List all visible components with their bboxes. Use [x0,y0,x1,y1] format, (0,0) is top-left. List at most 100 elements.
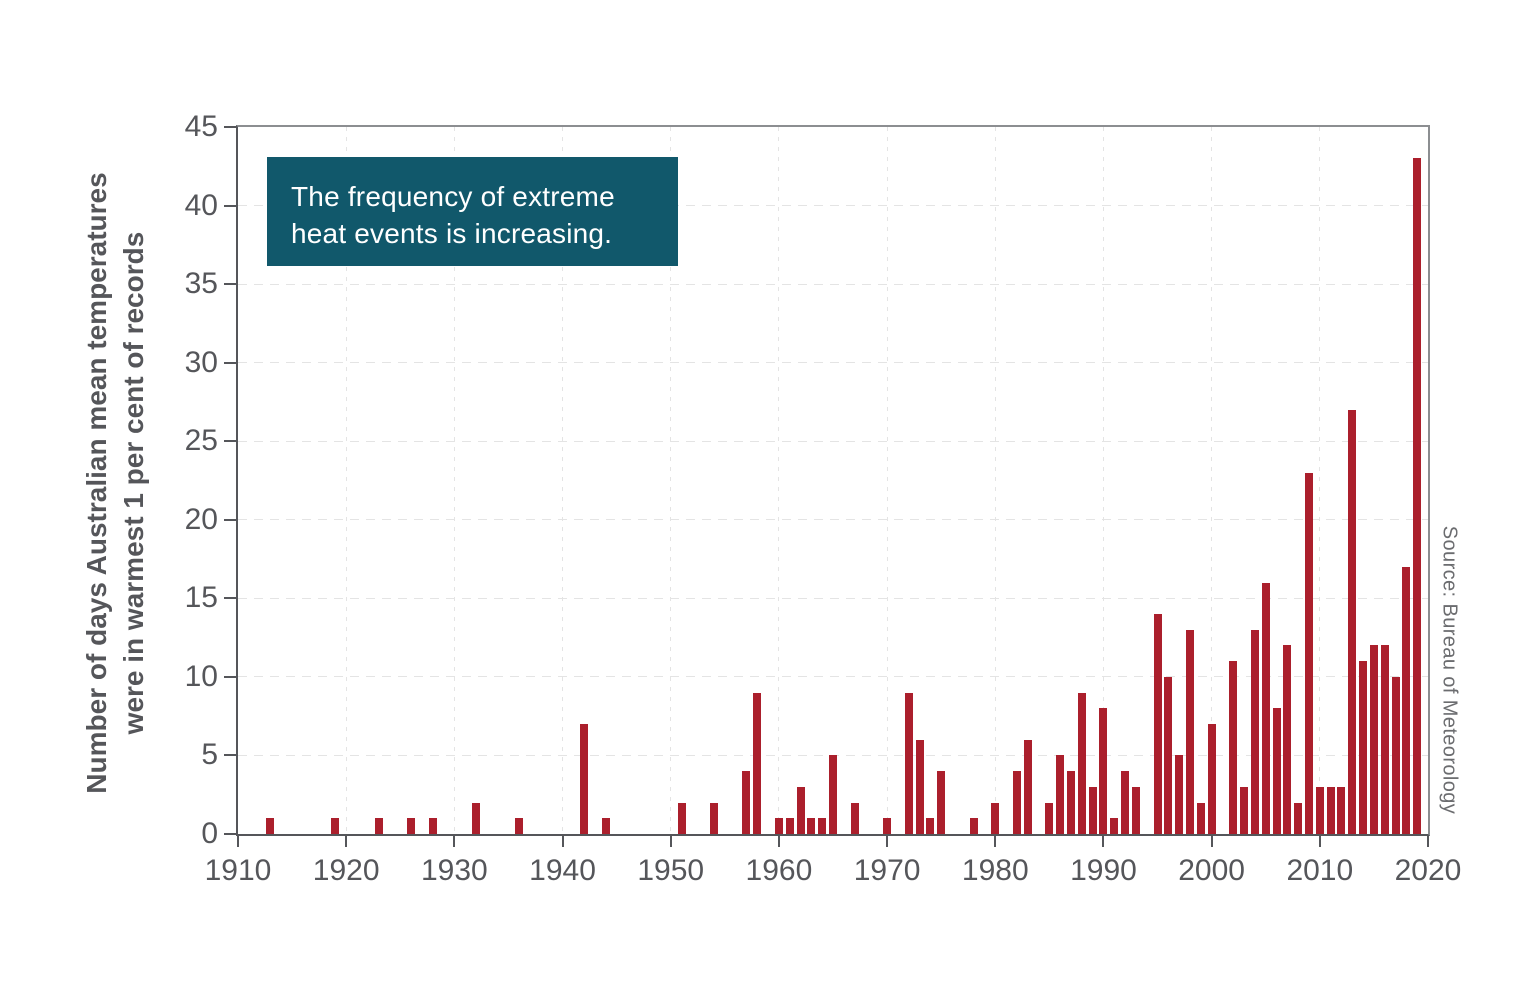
bar-2004 [1250,629,1259,834]
x-tick-1960 [777,836,780,847]
gridline-vertical-1990 [1102,127,1104,834]
bar-1954 [710,802,718,834]
y-axis-title-line1: Number of days Australian mean temperatu… [81,172,112,794]
y-tick-label-15: 15 [184,581,218,615]
x-tick-1930 [453,836,456,847]
y-tick-20 [224,518,236,521]
bar-1982 [1012,771,1021,834]
bar-2019 [1413,158,1422,834]
bar-1988 [1077,692,1086,834]
gridline-vertical-1940 [562,127,564,834]
x-tick-1920 [345,836,348,847]
bar-1962 [796,786,805,834]
y-tick-15 [224,597,236,600]
x-tick-label-2020: 2020 [1394,854,1462,887]
bar-1958 [753,692,762,834]
bar-1991 [1110,818,1119,834]
bar-1974 [926,818,935,834]
bar-1998 [1186,629,1194,834]
x-tick-label-1920: 1920 [312,854,380,887]
y-tick-label-20: 20 [184,502,218,536]
bar-1957 [742,771,751,834]
gridline-horizontal-40 [238,205,1428,207]
bar-1964 [818,818,827,834]
bar-1951 [677,802,686,834]
bar-1986 [1056,755,1065,834]
y-tick-label-40: 40 [184,188,218,222]
y-tick-10 [224,675,236,678]
gridline-vertical-1930 [453,127,455,834]
x-tick-1950 [669,836,672,847]
bar-1975 [937,771,946,834]
plot-area: The frequency of extreme heat events is … [236,125,1430,836]
y-tick-5 [224,754,236,757]
x-tick-label-1970: 1970 [853,854,921,887]
bar-1944 [601,818,610,834]
bar-1985 [1045,802,1054,834]
y-tick-label-45: 45 [184,110,218,143]
bar-2017 [1391,676,1400,834]
bar-2007 [1283,645,1292,834]
bar-2011 [1326,786,1335,834]
annotation-line1: The frequency of extreme [291,181,615,212]
x-tick-1970 [886,836,889,847]
y-tick-40 [224,204,236,207]
bar-1973 [915,739,924,834]
bar-1967 [850,802,859,834]
bar-2006 [1272,708,1281,834]
annotation-callout: The frequency of extreme heat events is … [267,157,678,266]
bar-1992 [1121,771,1130,834]
bar-2000 [1207,724,1216,834]
y-tick-35 [224,283,236,286]
y-tick-label-30: 30 [184,345,218,379]
x-tick-label-1960: 1960 [745,854,813,887]
bar-2008 [1294,802,1303,834]
bar-1963 [807,818,816,834]
bar-1997 [1175,755,1184,834]
x-tick-label-1940: 1940 [529,854,596,887]
bar-1926 [407,818,416,834]
y-tick-45 [224,126,236,128]
bar-1995 [1153,614,1162,834]
y-tick-0 [224,833,236,835]
y-tick-label-35: 35 [184,267,218,301]
x-tick-label-1980: 1980 [961,854,1029,887]
gridline-horizontal-15 [238,597,1428,599]
bar-2016 [1380,645,1389,834]
bar-1996 [1164,676,1173,834]
bar-2015 [1369,645,1378,834]
x-tick-label-2010: 2010 [1286,854,1354,887]
gridline-horizontal-20 [238,519,1428,521]
bar-2014 [1359,661,1368,834]
bar-1980 [991,802,1000,834]
bar-1999 [1196,802,1205,834]
x-tick-label-1950: 1950 [637,854,705,887]
y-tick-25 [224,440,236,443]
source-credit: Source: Bureau of Meteorology [1438,525,1461,815]
bar-1990 [1099,708,1108,834]
bar-2003 [1240,786,1249,834]
bar-1960 [774,818,783,834]
x-tick-label-1930: 1930 [420,854,488,887]
x-tick-2010 [1318,836,1321,847]
y-tick-30 [224,361,236,364]
bar-1972 [904,692,913,834]
bar-1913 [266,818,275,834]
gridline-vertical-1920 [345,127,347,834]
gridline-vertical-1950 [670,127,672,834]
bar-2018 [1402,566,1411,834]
x-tick-1940 [561,836,564,847]
bar-1923 [374,818,383,834]
bar-1987 [1067,771,1075,834]
bar-2009 [1305,472,1313,834]
bar-2002 [1229,661,1238,834]
gridline-horizontal-30 [238,362,1428,364]
bar-1965 [829,755,837,834]
x-tick-1990 [1102,836,1105,847]
bar-1989 [1088,786,1097,834]
x-tick-1980 [994,836,997,847]
bar-1932 [472,802,480,834]
bar-1936 [515,818,524,834]
y-tick-label-25: 25 [184,424,218,458]
gridline-horizontal-10 [238,676,1428,678]
